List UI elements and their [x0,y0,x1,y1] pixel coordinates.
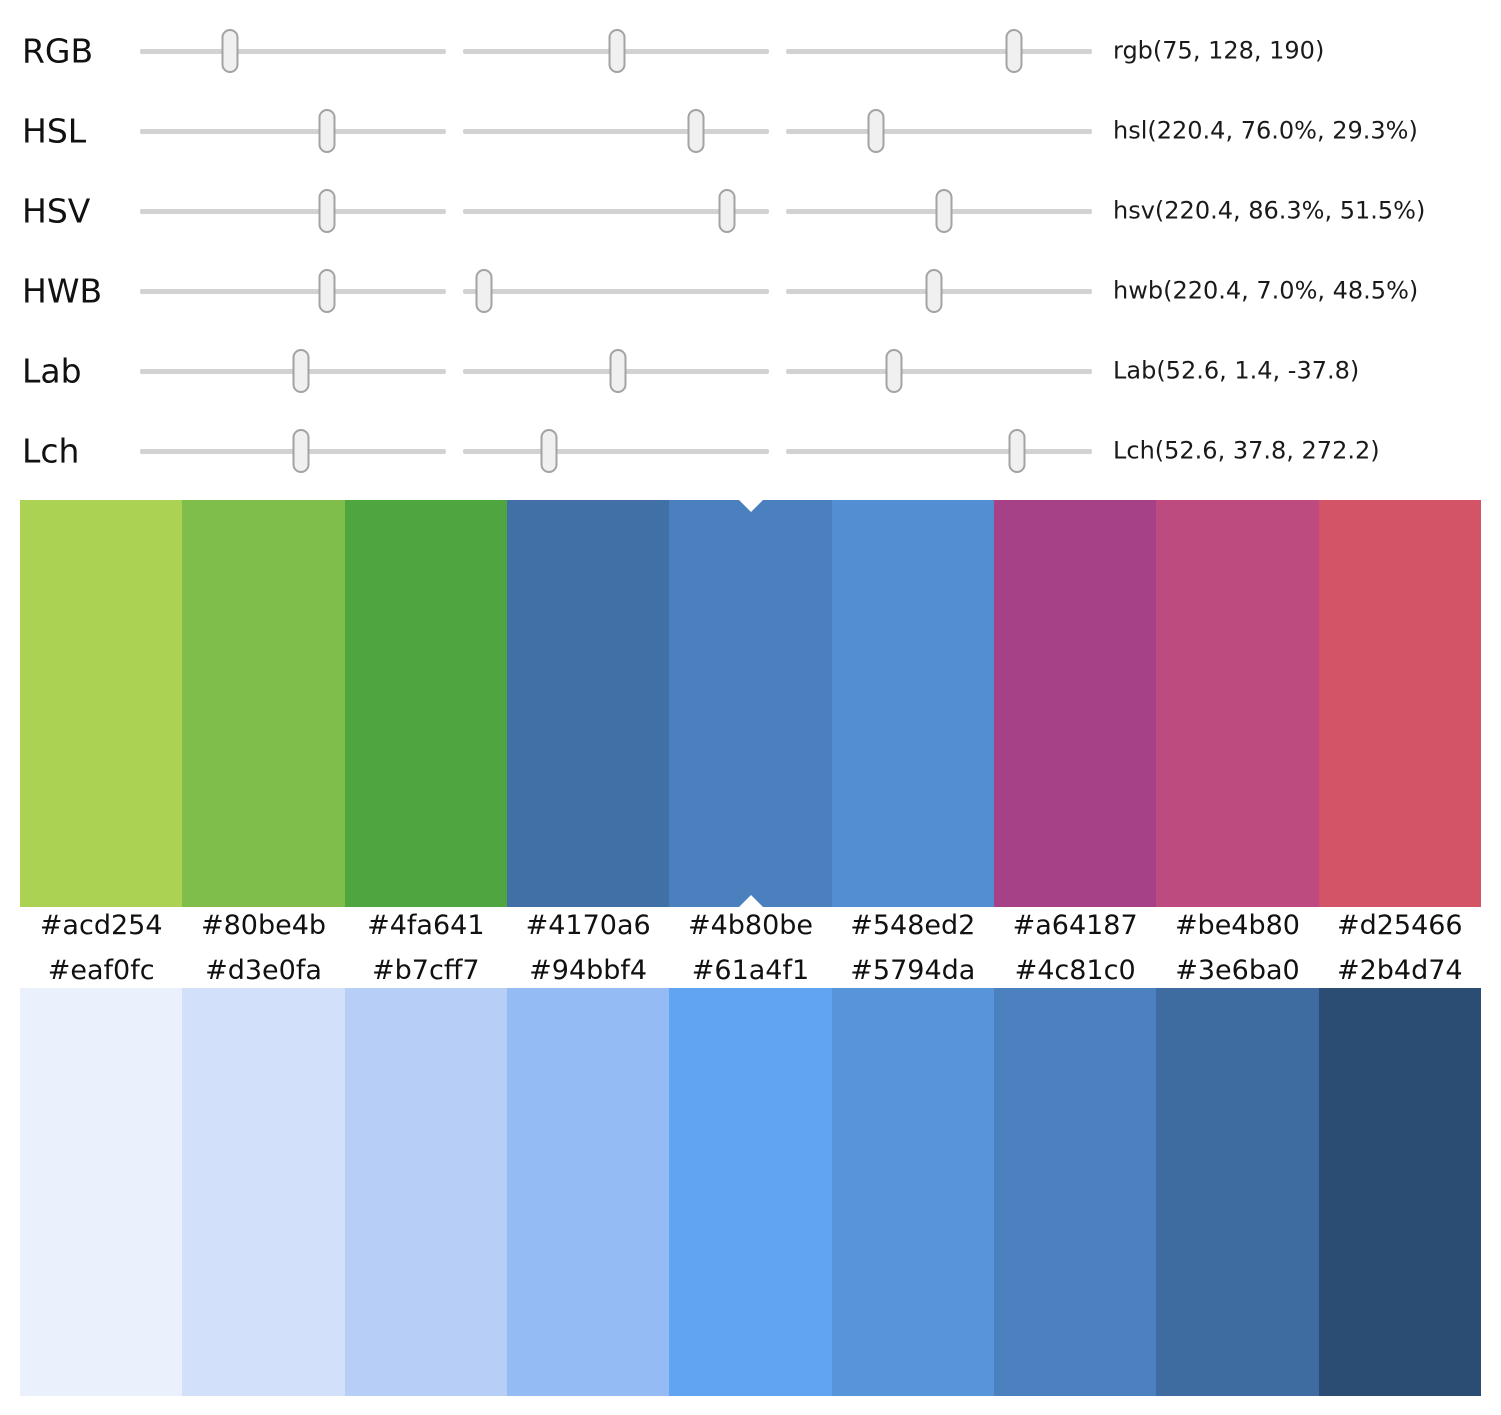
hex-label: #acd254 [39,909,163,941]
slider-value-text: hsv(220.4, 86.3%, 51.5%) [1113,196,1426,225]
slider-thumb[interactable] [221,29,239,73]
swatch[interactable] [506,500,670,907]
swatch[interactable] [831,500,994,907]
slider-thumb[interactable] [867,109,885,153]
slider-track[interactable] [786,349,1092,393]
hex-label: #3e6ba0 [1175,954,1300,986]
slider-thumb[interactable] [540,429,558,473]
slider-thumb[interactable] [609,349,627,393]
slider-row-lab: Lab Lab(52.6, 1.4, -37.8) [0,331,1501,411]
slider-thumb[interactable] [318,269,336,313]
slider-track[interactable] [140,189,446,233]
hex-label: #5794da [850,954,976,986]
slider-value-text: Lch(52.6, 37.8, 272.2) [1113,436,1380,465]
swatch[interactable] [1318,500,1481,907]
hex-label-row-bottom: #eaf0fc #d3e0fa #b7cff7 #94bbf4 #61a4f1 … [20,948,1481,992]
slider-track[interactable] [786,269,1092,313]
hex-label-row-top: #acd254 #80be4b #4fa641 #4170a6 #4b80be … [20,902,1481,948]
slider-thumb[interactable] [1008,429,1026,473]
slider-track[interactable] [140,109,446,153]
swatch[interactable] [182,988,345,1396]
hex-label: #d25466 [1336,909,1463,941]
slider-thumb[interactable] [1005,29,1023,73]
slider-row-hsv: HSV hsv(220.4, 86.3%, 51.5%) [0,171,1501,251]
hex-label: #4c81c0 [1014,954,1136,986]
slider-thumb[interactable] [687,109,705,153]
slider-row-label: HSL [22,111,87,151]
hex-label: #94bbf4 [529,954,648,986]
hex-label: #61a4f1 [691,954,810,986]
slider-track[interactable] [140,429,446,473]
palette-bottom [20,988,1481,1396]
slider-track[interactable] [463,189,769,233]
swatch[interactable] [344,988,507,1396]
swatch[interactable] [506,988,670,1396]
hex-label: #d3e0fa [205,954,322,986]
hex-label: #548ed2 [850,909,976,941]
slider-thumb[interactable] [935,189,953,233]
hex-label: #2b4d74 [1336,954,1463,986]
slider-track[interactable] [463,429,769,473]
swatch[interactable] [20,500,183,907]
swatch[interactable] [20,988,183,1396]
slider-thumb[interactable] [292,429,310,473]
slider-value-text: hwb(220.4, 7.0%, 48.5%) [1113,276,1419,305]
hex-label: #4fa641 [367,909,485,941]
slider-track[interactable] [786,429,1092,473]
slider-track[interactable] [786,29,1092,73]
hex-label: #b7cff7 [372,954,480,986]
slider-row-label: RGB [22,31,94,71]
swatch[interactable] [669,988,832,1396]
hex-label: #be4b80 [1174,909,1300,941]
slider-value-text: Lab(52.6, 1.4, -37.8) [1113,356,1360,385]
slider-thumb[interactable] [718,189,736,233]
swatch[interactable] [344,500,507,907]
swatch[interactable] [831,988,994,1396]
slider-row-hsl: HSL hsl(220.4, 76.0%, 29.3%) [0,91,1501,171]
slider-row-label: HSV [22,191,91,231]
slider-value-text: rgb(75, 128, 190) [1113,36,1325,65]
slider-track[interactable] [140,349,446,393]
hex-label: #4170a6 [525,909,651,941]
slider-track[interactable] [786,189,1092,233]
slider-thumb[interactable] [475,269,493,313]
slider-track[interactable] [140,269,446,313]
slider-thumb[interactable] [318,189,336,233]
swatch-selected[interactable] [669,500,832,907]
hex-label: #a64187 [1012,909,1138,941]
slider-track[interactable] [463,109,769,153]
palette-top [20,500,1481,907]
slider-track[interactable] [463,269,769,313]
slider-thumb[interactable] [292,349,310,393]
swatch[interactable] [993,500,1157,907]
slider-track[interactable] [463,29,769,73]
slider-thumb[interactable] [885,349,903,393]
hex-label: #4b80be [687,909,813,941]
hex-label: #eaf0fc [47,954,155,986]
swatch[interactable] [1318,988,1481,1396]
slider-track[interactable] [140,29,446,73]
slider-row-lch: Lch Lch(52.6, 37.8, 272.2) [0,411,1501,491]
swatch[interactable] [1156,500,1319,907]
hex-label: #80be4b [200,909,327,941]
swatch[interactable] [993,988,1157,1396]
slider-thumb[interactable] [925,269,943,313]
swatch[interactable] [1156,988,1319,1396]
slider-row-hwb: HWB hwb(220.4, 7.0%, 48.5%) [0,251,1501,331]
slider-row-label: HWB [22,271,103,311]
slider-row-label: Lab [22,351,82,391]
slider-track[interactable] [786,109,1092,153]
slider-row-label: Lch [22,431,80,471]
slider-track[interactable] [463,349,769,393]
swatch[interactable] [182,500,345,907]
slider-thumb[interactable] [608,29,626,73]
slider-value-text: hsl(220.4, 76.0%, 29.3%) [1113,116,1418,145]
slider-thumb[interactable] [318,109,336,153]
slider-row-rgb: RGB rgb(75, 128, 190) [0,11,1501,91]
